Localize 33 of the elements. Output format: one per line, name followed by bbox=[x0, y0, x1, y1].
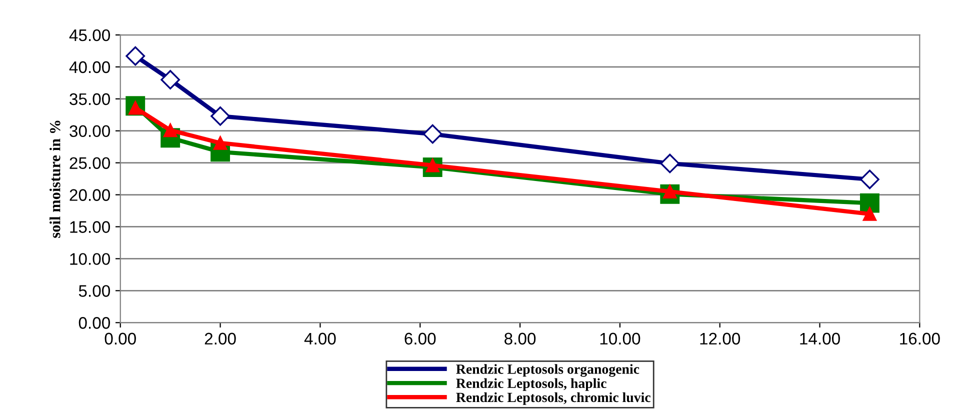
legend-label: Rendzic Leptosols, chromic luvic bbox=[456, 392, 650, 405]
y-axis-title: soil moisture in % bbox=[50, 120, 60, 238]
y-tick-label: 10.00 bbox=[70, 253, 110, 265]
point bbox=[213, 136, 228, 150]
y-tick-label: 0.00 bbox=[78, 317, 110, 329]
x-tick-label: 6.00 bbox=[404, 332, 436, 345]
point bbox=[126, 46, 146, 66]
y-tick-label: 30.00 bbox=[70, 125, 110, 138]
x-tick-label: 2.00 bbox=[204, 332, 236, 345]
y-tick-label: 35.00 bbox=[70, 93, 110, 106]
x-tick-label: 8.00 bbox=[504, 332, 536, 345]
legend-label: Rendzic Leptosols, haplic bbox=[456, 378, 606, 391]
x-tick-label: 0.00 bbox=[104, 332, 136, 345]
x-tick-label: 12.00 bbox=[700, 332, 740, 345]
x-tick-label: 16.00 bbox=[900, 332, 940, 345]
point bbox=[163, 123, 178, 138]
point bbox=[210, 106, 230, 126]
point bbox=[862, 207, 877, 221]
legend-label: Rendzic Leptosols organogenic bbox=[456, 364, 640, 377]
y-tick-label: 40.00 bbox=[69, 61, 110, 74]
point bbox=[422, 124, 442, 144]
point bbox=[160, 70, 180, 90]
point bbox=[860, 193, 880, 213]
x-tick-label: 14.00 bbox=[800, 332, 840, 345]
y-tick-label: 25.00 bbox=[70, 157, 110, 170]
point bbox=[860, 170, 880, 190]
point bbox=[660, 154, 680, 174]
y-tick-label: 15.00 bbox=[70, 221, 110, 233]
y-tick-label: 45.00 bbox=[69, 29, 110, 42]
x-tick-label: 4.00 bbox=[304, 332, 336, 345]
y-tick-label: 20.00 bbox=[70, 189, 110, 201]
x-tick-label: 10.00 bbox=[600, 332, 640, 345]
y-tick-label: 5.00 bbox=[78, 285, 110, 297]
